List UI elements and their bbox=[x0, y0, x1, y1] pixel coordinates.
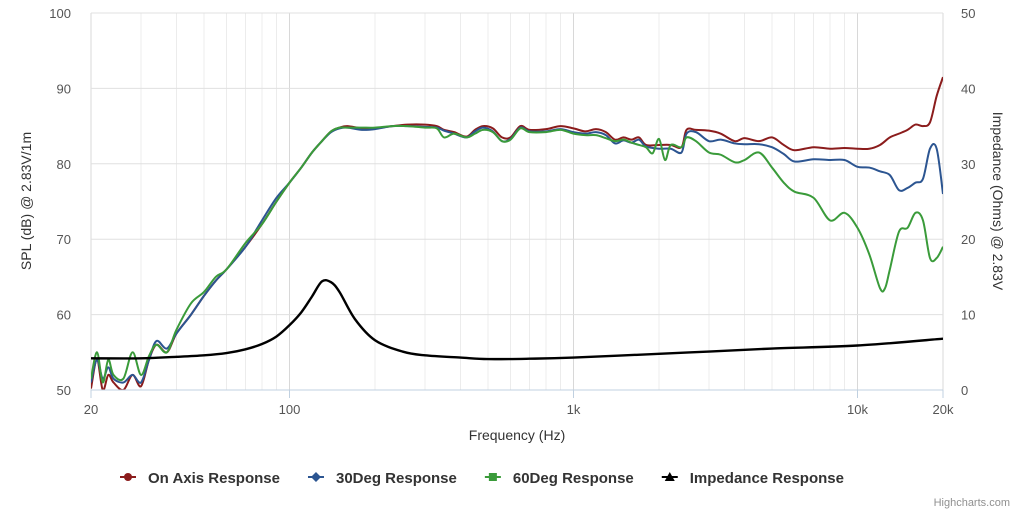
y-axis-title: SPL (dB) @ 2.83V/1m bbox=[18, 132, 34, 270]
y-tick-label: 50 bbox=[57, 383, 71, 398]
y2-tick-label: 30 bbox=[961, 157, 975, 172]
legend-triangle-marker bbox=[664, 472, 675, 481]
series-lines bbox=[91, 76, 943, 390]
grid-lines bbox=[90, 12, 944, 391]
legend-item-60deg-response[interactable]: 60Deg Response bbox=[484, 470, 634, 487]
y2-tick-label: 0 bbox=[961, 383, 968, 398]
legend-circle-marker bbox=[124, 473, 132, 481]
y-tick-label: 70 bbox=[57, 232, 71, 247]
y2-axis-title: Impedance (Ohms) @ 2.83V bbox=[990, 112, 1006, 291]
y-tick-label: 90 bbox=[57, 81, 71, 96]
y-tick-label: 100 bbox=[49, 6, 71, 21]
x-tick-label: 100 bbox=[279, 402, 301, 417]
legend-label: On Axis Response bbox=[148, 470, 280, 487]
y-tick-label: 80 bbox=[57, 157, 71, 172]
y-tick-label: 60 bbox=[57, 308, 71, 323]
y2-tick-label: 10 bbox=[961, 308, 975, 323]
y2-tick-label: 20 bbox=[961, 232, 975, 247]
legend-label: 60Deg Response bbox=[513, 470, 634, 487]
legend-label: Impedance Response bbox=[690, 470, 844, 487]
60deg-response-line bbox=[91, 124, 943, 384]
y2-tick-label: 50 bbox=[961, 6, 975, 21]
legend-label: 30Deg Response bbox=[336, 470, 457, 487]
axes: 50 60 70 80 90 100 0 10 20 30 40 50 20 100 1k 10k 20k bbox=[49, 6, 975, 417]
impedance-response-line bbox=[91, 278, 943, 361]
x-axis-title: Frequency (Hz) bbox=[469, 427, 565, 443]
legend-diamond-marker bbox=[310, 472, 321, 482]
x-tick-label: 20 bbox=[84, 402, 98, 417]
y2-tick-label: 40 bbox=[961, 81, 975, 96]
legend[interactable]: On Axis Response 30Deg Response 60Deg Resp… bbox=[120, 470, 844, 487]
x-tick-label: 20k bbox=[933, 402, 954, 417]
legend-square-marker bbox=[488, 473, 497, 481]
x-tick-label: 1k bbox=[567, 402, 581, 417]
credits-link[interactable]: Highcharts.com bbox=[934, 497, 1010, 509]
legend-item-on-axis-response[interactable]: On Axis Response bbox=[120, 470, 280, 487]
x-tick-label: 10k bbox=[847, 402, 868, 417]
legend-item-impedance-response[interactable]: Impedance Response bbox=[661, 470, 844, 487]
legend-item-30deg-response[interactable]: 30Deg Response bbox=[307, 470, 457, 487]
